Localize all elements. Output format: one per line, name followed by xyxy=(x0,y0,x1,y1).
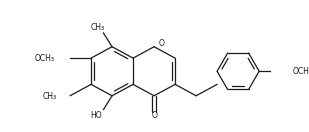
Text: O: O xyxy=(151,110,157,120)
Text: O: O xyxy=(159,39,164,48)
Text: HO: HO xyxy=(90,110,102,120)
Text: OCH₃: OCH₃ xyxy=(34,54,54,63)
Text: OCH₃: OCH₃ xyxy=(292,67,309,76)
Text: CH₃: CH₃ xyxy=(43,92,57,101)
Text: CH₃: CH₃ xyxy=(91,23,105,32)
